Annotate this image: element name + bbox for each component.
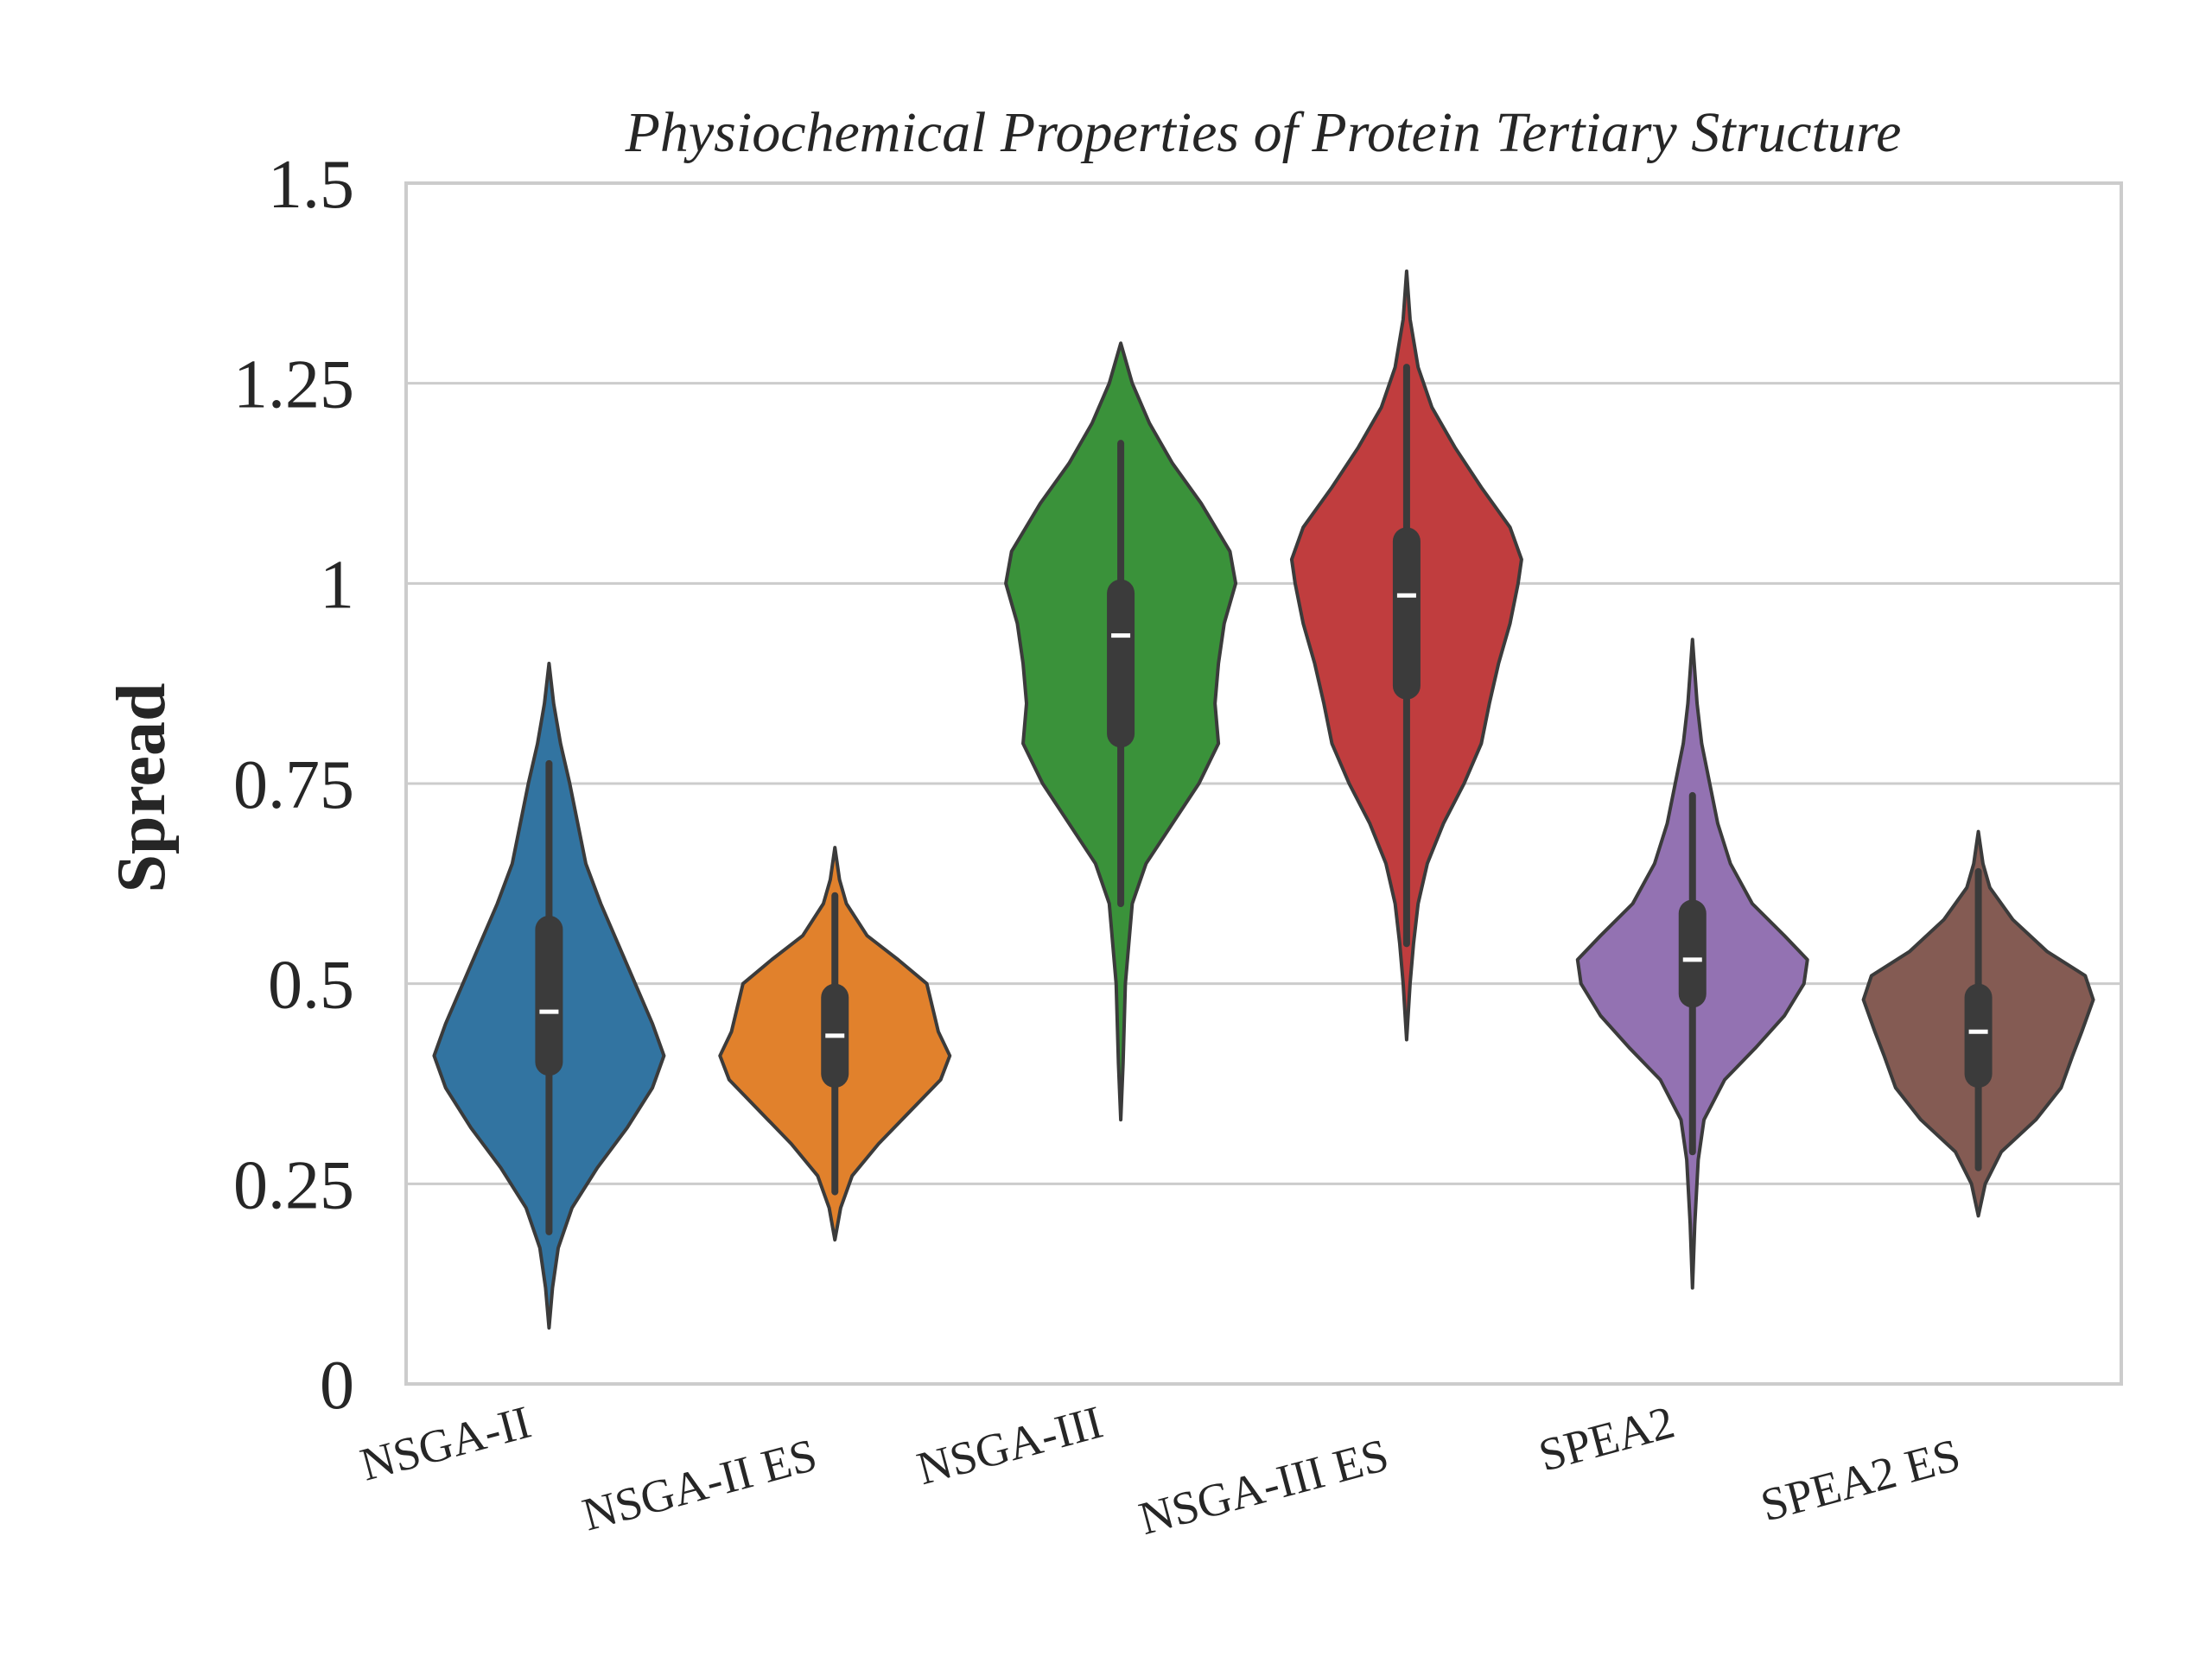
x-tick-label: NSGA-II — [355, 1396, 537, 1491]
x-tick-label: NSGA-III — [912, 1396, 1108, 1495]
violin-iqr-box — [1964, 983, 1993, 1089]
y-tick-label: 0.5 — [268, 948, 354, 1024]
violin-4 — [1289, 269, 1523, 1042]
y-tick-label: 1.25 — [233, 347, 354, 423]
violin-5 — [1575, 638, 1809, 1290]
y-axis-label: Spread — [104, 682, 180, 892]
y-tick-label: 1.5 — [268, 147, 354, 223]
x-tick-label: NSGA-III ES — [1134, 1429, 1394, 1545]
y-tick-label: 1 — [320, 547, 354, 623]
y-tick-labels: 0 0.25 0.5 0.75 1 1.25 1.5 — [233, 147, 354, 1424]
x-tick-label: NSGA-II ES — [577, 1429, 823, 1541]
violin-group — [432, 269, 2095, 1330]
violin-iqr-box — [535, 915, 563, 1076]
y-tick-label: 0.75 — [233, 747, 354, 823]
violin-1 — [432, 662, 666, 1330]
plot-frame — [404, 181, 2123, 1386]
gridlines — [406, 382, 2121, 1185]
violin-iqr-box — [1392, 527, 1421, 700]
chart-title: Physiochemical Properties of Protein Ter… — [625, 101, 1902, 164]
x-tick-label: SPEA2 ES — [1756, 1429, 1966, 1532]
x-tick-label: SPEA2 — [1534, 1396, 1680, 1482]
violin-3 — [1004, 341, 1238, 1122]
violin-iqr-box — [1107, 579, 1135, 748]
violin-2 — [718, 846, 952, 1242]
violin-iqr-box — [1678, 899, 1707, 1008]
y-tick-label: 0 — [320, 1348, 354, 1424]
violin-6 — [1861, 829, 2095, 1218]
y-tick-label: 0.25 — [233, 1147, 354, 1223]
x-tick-labels: NSGA-II NSGA-II ES NSGA-III NSGA-III ES SPEA… — [355, 1396, 1966, 1545]
